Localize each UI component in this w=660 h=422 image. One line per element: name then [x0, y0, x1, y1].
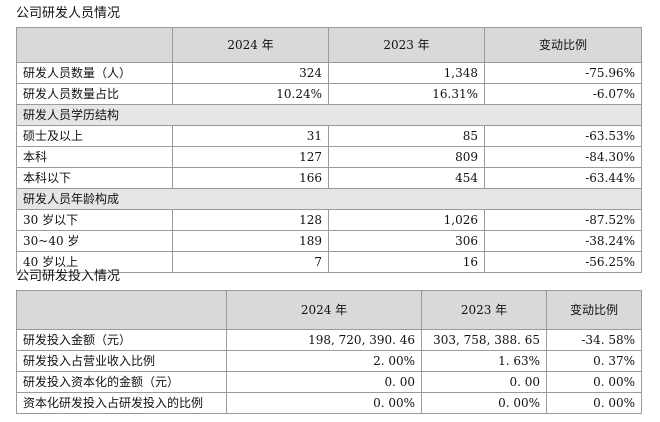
value-2024: 31 [172, 125, 329, 147]
table-row: 30~40 岁 189 306 -38.24% [16, 230, 642, 252]
personnel-header-2024: 2024 年 [172, 27, 329, 63]
personnel-section-title: 公司研发人员情况 [16, 6, 121, 21]
table-row: 研发人员数量（人） 324 1,348 -75.96% [16, 62, 642, 84]
row-label: 研发人员数量（人） [16, 62, 173, 84]
value-change: 0. 00% [546, 392, 642, 414]
table-row: 30 岁以下 128 1,026 -87.52% [16, 209, 642, 231]
table-row: 研发投入资本化的金额（元） 0. 00 0. 00 0. 00% [16, 371, 642, 393]
value-change: -56.25% [484, 251, 642, 273]
value-2024: 128 [172, 209, 329, 231]
value-2023: 85 [328, 125, 485, 147]
investment-header-label [16, 290, 227, 330]
value-change: -63.53% [484, 125, 642, 147]
table-row: 本科以下 166 454 -63.44% [16, 167, 642, 189]
row-label: 研发投入占营业收入比例 [16, 350, 227, 372]
row-label: 30~40 岁 [16, 230, 173, 252]
value-2023: 16.31% [328, 83, 485, 105]
table-row: 本科 127 809 -84.30% [16, 146, 642, 168]
table-row: 资本化研发投入占研发投入的比例 0. 00% 0. 00% 0. 00% [16, 392, 642, 414]
value-change: -34. 58% [546, 329, 642, 351]
table-row: 研发人员数量占比 10.24% 16.31% -6.07% [16, 83, 642, 105]
personnel-header-label [16, 27, 173, 63]
value-2023: 16 [328, 251, 485, 273]
value-change: -84.30% [484, 146, 642, 168]
value-change: -6.07% [484, 83, 642, 105]
group-label: 研发人员年龄构成 [16, 188, 642, 210]
value-2024: 166 [172, 167, 329, 189]
investment-header-row: 2024 年 2023 年 变动比例 [16, 290, 642, 330]
table-row: 研发投入占营业收入比例 2. 00% 1. 63% 0. 37% [16, 350, 642, 372]
investment-header-2023: 2023 年 [421, 290, 547, 330]
row-label: 研发投入资本化的金额（元） [16, 371, 227, 393]
value-2024: 0. 00% [226, 392, 422, 414]
value-change: -63.44% [484, 167, 642, 189]
investment-header-2024: 2024 年 [226, 290, 422, 330]
value-2023: 1,026 [328, 209, 485, 231]
value-2023: 454 [328, 167, 485, 189]
value-2024: 7 [172, 251, 329, 273]
table-row: 40 岁以上 7 16 -56.25% [16, 251, 642, 273]
value-change: -38.24% [484, 230, 642, 252]
group-label: 研发人员学历结构 [16, 104, 642, 126]
row-label: 30 岁以下 [16, 209, 173, 231]
value-2024: 198, 720, 390. 46 [226, 329, 422, 351]
value-2024: 10.24% [172, 83, 329, 105]
row-label: 本科 [16, 146, 173, 168]
row-label: 资本化研发投入占研发投入的比例 [16, 392, 227, 414]
group-row: 研发人员年龄构成 [16, 188, 642, 210]
value-2024: 127 [172, 146, 329, 168]
value-2024: 2. 00% [226, 350, 422, 372]
value-2024: 324 [172, 62, 329, 84]
investment-section-title: 公司研发投入情况 [16, 269, 121, 284]
value-2023: 1. 63% [421, 350, 547, 372]
value-2023: 0. 00% [421, 392, 547, 414]
value-2023: 809 [328, 146, 485, 168]
value-2024: 0. 00 [226, 371, 422, 393]
table-row: 研发投入金额（元） 198, 720, 390. 46 303, 758, 38… [16, 329, 642, 351]
row-label: 硕士及以上 [16, 125, 173, 147]
value-2023: 306 [328, 230, 485, 252]
row-label: 研发投入金额（元） [16, 329, 227, 351]
row-label: 研发人员数量占比 [16, 83, 173, 105]
value-2023: 1,348 [328, 62, 485, 84]
personnel-table: 2024 年 2023 年 变动比例 研发人员数量（人） 324 1,348 -… [16, 27, 642, 273]
value-2023: 0. 00 [421, 371, 547, 393]
personnel-header-change: 变动比例 [484, 27, 642, 63]
value-2023: 303, 758, 388. 65 [421, 329, 547, 351]
group-row: 研发人员学历结构 [16, 104, 642, 126]
value-change: -87.52% [484, 209, 642, 231]
table-row: 硕士及以上 31 85 -63.53% [16, 125, 642, 147]
row-label: 40 岁以上 [16, 251, 173, 273]
value-change: -75.96% [484, 62, 642, 84]
investment-table: 2024 年 2023 年 变动比例 研发投入金额（元） 198, 720, 3… [16, 290, 642, 414]
row-label: 本科以下 [16, 167, 173, 189]
value-2024: 189 [172, 230, 329, 252]
personnel-header-row: 2024 年 2023 年 变动比例 [16, 27, 642, 63]
value-change: 0. 00% [546, 371, 642, 393]
personnel-header-2023: 2023 年 [328, 27, 485, 63]
investment-header-change: 变动比例 [546, 290, 642, 330]
value-change: 0. 37% [546, 350, 642, 372]
